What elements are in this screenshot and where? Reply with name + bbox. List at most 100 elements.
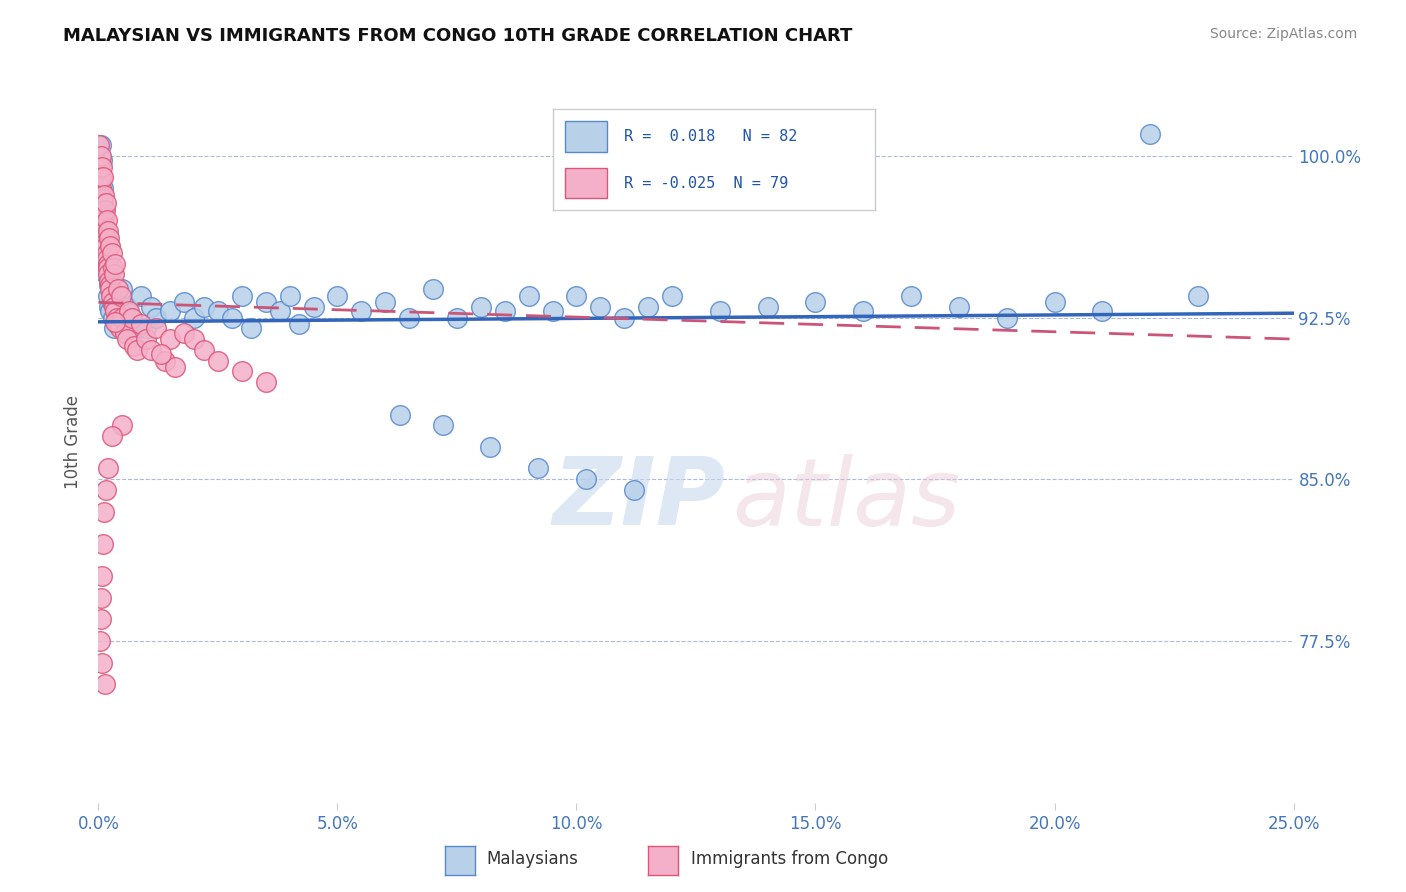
Text: Source: ZipAtlas.com: Source: ZipAtlas.com (1209, 27, 1357, 41)
Point (103, 321, 125, 335)
Point (94, 239, 117, 253)
Point (97, 300, 120, 314)
Point (91, 160, 114, 174)
Point (100, 289, 122, 303)
Point (98, 304, 122, 318)
Point (90, 591, 112, 605)
Point (105, 317, 128, 331)
Point (107, 283, 129, 297)
Point (101, 310, 124, 325)
Point (90, 170, 112, 185)
Point (756, 300, 779, 314)
Point (852, 304, 875, 318)
Point (422, 283, 444, 297)
Point (374, 295, 396, 310)
Point (432, 418, 454, 433)
Point (804, 295, 827, 310)
Point (91, 181, 114, 195)
Point (398, 310, 420, 325)
Point (254, 295, 277, 310)
Point (121, 310, 143, 325)
Point (97, 274, 120, 288)
Point (900, 289, 922, 303)
Point (97, 268, 120, 282)
Point (173, 295, 195, 310)
Point (575, 472, 598, 486)
Point (115, 300, 138, 314)
Point (91, 537, 114, 551)
Point (637, 300, 659, 314)
Point (91, 153, 114, 167)
Point (124, 338, 146, 352)
Point (104, 300, 127, 314)
Point (97, 257, 120, 271)
Point (91, 569, 114, 583)
Point (494, 304, 516, 318)
Point (96, 235, 118, 249)
Point (93, 505, 115, 519)
Point (98, 283, 122, 297)
Point (89, 634, 111, 648)
Point (145, 321, 167, 335)
Point (114, 326, 136, 340)
Point (89, 138, 111, 153)
Point (709, 304, 731, 318)
Point (90, 192, 112, 206)
Point (91, 170, 114, 185)
Point (155, 353, 177, 368)
Point (231, 289, 253, 303)
Point (121, 310, 143, 325)
Point (94, 231, 117, 245)
Point (118, 306, 141, 320)
Point (91, 202, 114, 217)
Point (101, 260, 124, 275)
Text: Immigrants from Congo: Immigrants from Congo (692, 850, 889, 868)
Point (103, 268, 125, 282)
Point (231, 364, 253, 378)
Point (527, 461, 550, 475)
Point (91, 656, 114, 670)
Point (104, 278, 127, 293)
Point (221, 310, 243, 325)
Point (108, 321, 131, 335)
Point (93, 224, 115, 238)
Point (101, 295, 124, 310)
Point (93, 677, 115, 691)
Point (93, 187, 115, 202)
Point (135, 332, 157, 346)
Point (111, 283, 134, 297)
Point (91, 196, 114, 211)
Point (183, 332, 205, 346)
Point (115, 332, 138, 346)
Point (105, 310, 128, 325)
Point (240, 321, 263, 335)
Point (661, 289, 683, 303)
Point (91, 213, 114, 227)
Point (89, 160, 111, 174)
Point (93, 218, 115, 232)
Point (350, 304, 373, 318)
Point (93, 209, 115, 223)
Point (995, 310, 1018, 325)
Point (107, 300, 129, 314)
Point (193, 300, 215, 314)
Point (94, 235, 117, 249)
Point (479, 440, 502, 454)
Point (288, 317, 311, 331)
Point (93, 202, 115, 217)
Point (183, 310, 205, 325)
Point (118, 304, 141, 318)
Point (98, 278, 121, 293)
Point (470, 300, 492, 314)
Text: Malaysians: Malaysians (486, 850, 579, 868)
Point (254, 376, 277, 390)
Point (145, 310, 167, 325)
Point (110, 289, 132, 303)
Point (104, 257, 127, 271)
Text: ZIP: ZIP (553, 453, 725, 545)
Point (111, 310, 134, 325)
Point (139, 300, 162, 314)
Point (517, 289, 540, 303)
Point (131, 289, 153, 303)
Point (114, 315, 136, 329)
